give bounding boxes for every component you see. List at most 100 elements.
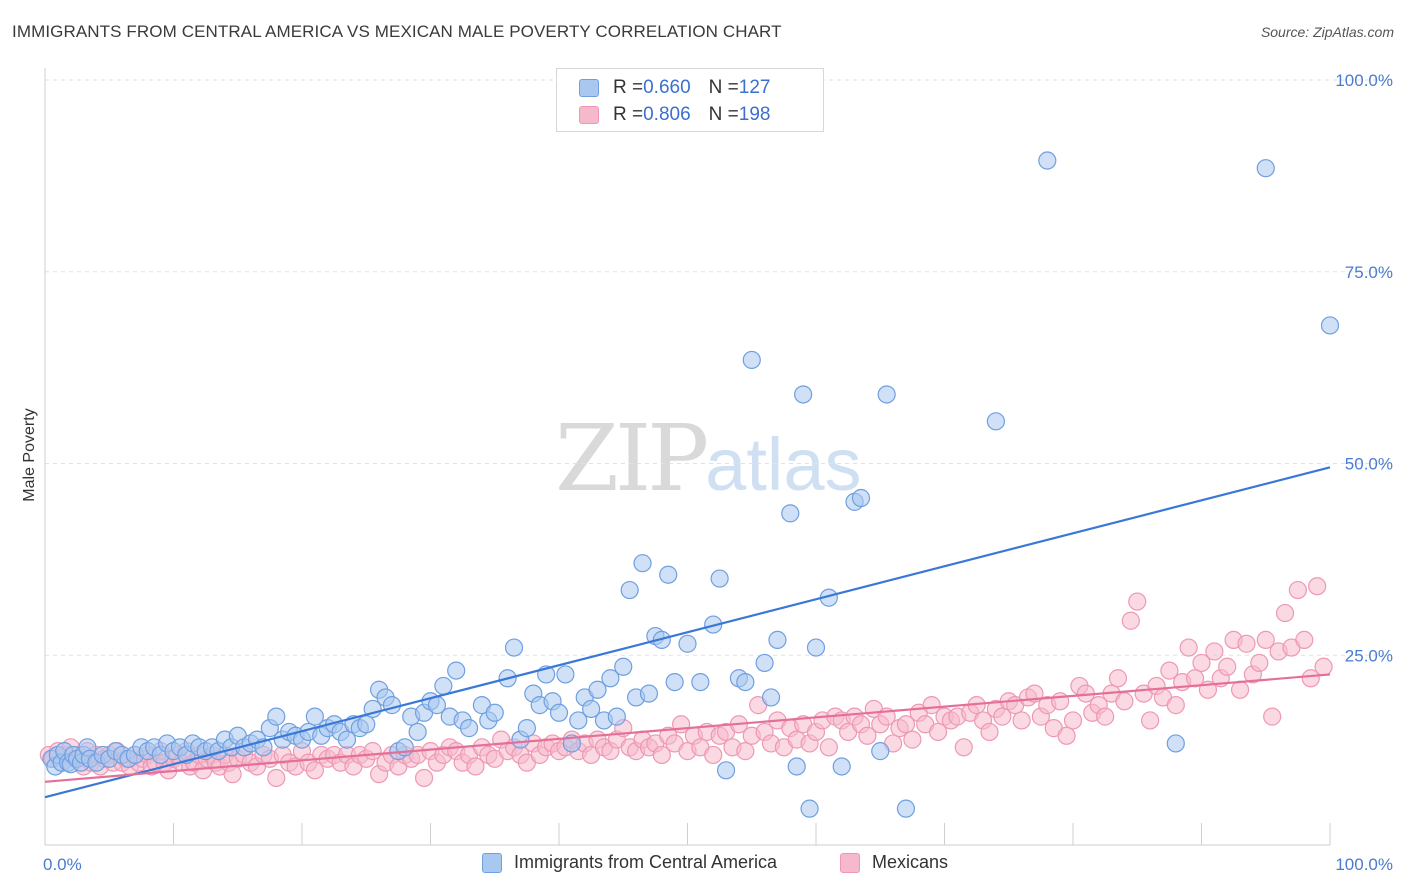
correlation-legend: R = 0.660 N = 127 R = 0.806 N = 198 [556,68,824,132]
data-point [607,707,626,726]
data-point [691,672,710,692]
data-point [768,630,787,650]
data-point [761,688,781,707]
data-point [1256,630,1275,650]
y-tick-label: 75.0% [1345,263,1393,282]
data-point [993,707,1012,726]
legend-item-central-america: Immigrants from Central America [482,852,777,873]
data-point [549,703,569,722]
data-point [710,569,729,588]
data-point [517,719,536,738]
data-point [620,580,639,600]
data-point [896,715,916,734]
chart-title: IMMIGRANTS FROM CENTRAL AMERICA VS MEXIC… [12,22,782,41]
data-point [819,738,838,757]
data-point [877,385,896,404]
legend-swatch-blue [579,79,599,97]
data-point [601,669,620,688]
data-point [1108,669,1128,688]
data-point [716,761,736,780]
data-point [1275,603,1295,623]
data-point [267,707,286,726]
data-point [896,799,916,818]
data-point [742,350,761,370]
data-point [556,665,575,684]
legend-label: Immigrants from Central America [514,852,778,872]
data-point [1063,711,1083,730]
trend-line-mexicans [44,673,1331,783]
legend-row-central-america: R = 0.660 N = 127 [579,77,770,99]
watermark-atlas: atlas [705,423,862,506]
data-point [1128,592,1147,611]
data-point [678,634,697,653]
gridlines [45,79,1392,656]
watermark: ZIPatlas [555,405,861,512]
data-point [382,696,402,715]
data-point [466,757,485,776]
legend-label: Mexicans [872,852,949,872]
data-point [614,657,633,676]
data-point [665,672,684,692]
data-point [659,565,678,584]
data-point [459,719,479,738]
data-point [851,488,871,508]
r-label: R = [613,104,644,125]
data-point [1218,657,1237,676]
data-point [1038,151,1057,170]
data-point [1115,692,1134,711]
data-point [414,768,434,788]
n-value: 127 [738,77,771,98]
x-tick-label: 0.0% [43,855,82,874]
source-credit: Source: ZipAtlas.com [1260,24,1394,40]
data-point [1192,653,1211,673]
r-value: 0.806 [643,104,691,125]
data-point [1096,707,1115,726]
data-point [986,412,1006,431]
axes [44,68,1331,846]
data-point [980,722,999,742]
y-tick-label: 25.0% [1345,646,1393,665]
watermark-zip: ZIP [555,405,709,512]
legend-swatch-pink [840,852,860,873]
legend-row-mexicans: R = 0.806 N = 198 [579,104,770,126]
n-value: 198 [738,104,771,125]
r-label: R = [613,77,644,98]
data-point [588,680,607,699]
data-point [781,504,800,523]
data-point [922,696,941,715]
data-point [1012,711,1031,730]
data-point [1263,707,1282,726]
legend-item-mexicans: Mexicans [840,852,948,873]
data-point [1288,580,1307,600]
data-point [1205,642,1224,661]
trend-line-central-america [44,466,1331,799]
data-point [1121,611,1140,630]
data-point [633,554,652,573]
data-point [504,638,524,657]
data-point [1314,657,1333,676]
data-point [408,722,427,742]
n-label: N = [708,104,739,125]
r-value: 0.660 [643,77,691,98]
data-point [1250,653,1269,673]
data-point [736,742,755,761]
data-point [337,730,357,749]
data-point [1179,638,1198,657]
data-point [736,672,755,692]
data-point [267,768,286,788]
data-point [1256,159,1275,178]
data-point [305,707,324,726]
data-point [954,738,973,757]
data-point [652,745,671,765]
data-point [582,699,601,719]
data-point [223,765,242,784]
data-point [1160,661,1179,680]
data-point [871,742,890,761]
y-tick-label: 100.0% [1335,71,1393,90]
data-point [485,703,504,722]
data-point [1230,680,1250,699]
data-point [806,638,826,657]
data-point [832,757,851,776]
n-label: N = [708,77,739,98]
